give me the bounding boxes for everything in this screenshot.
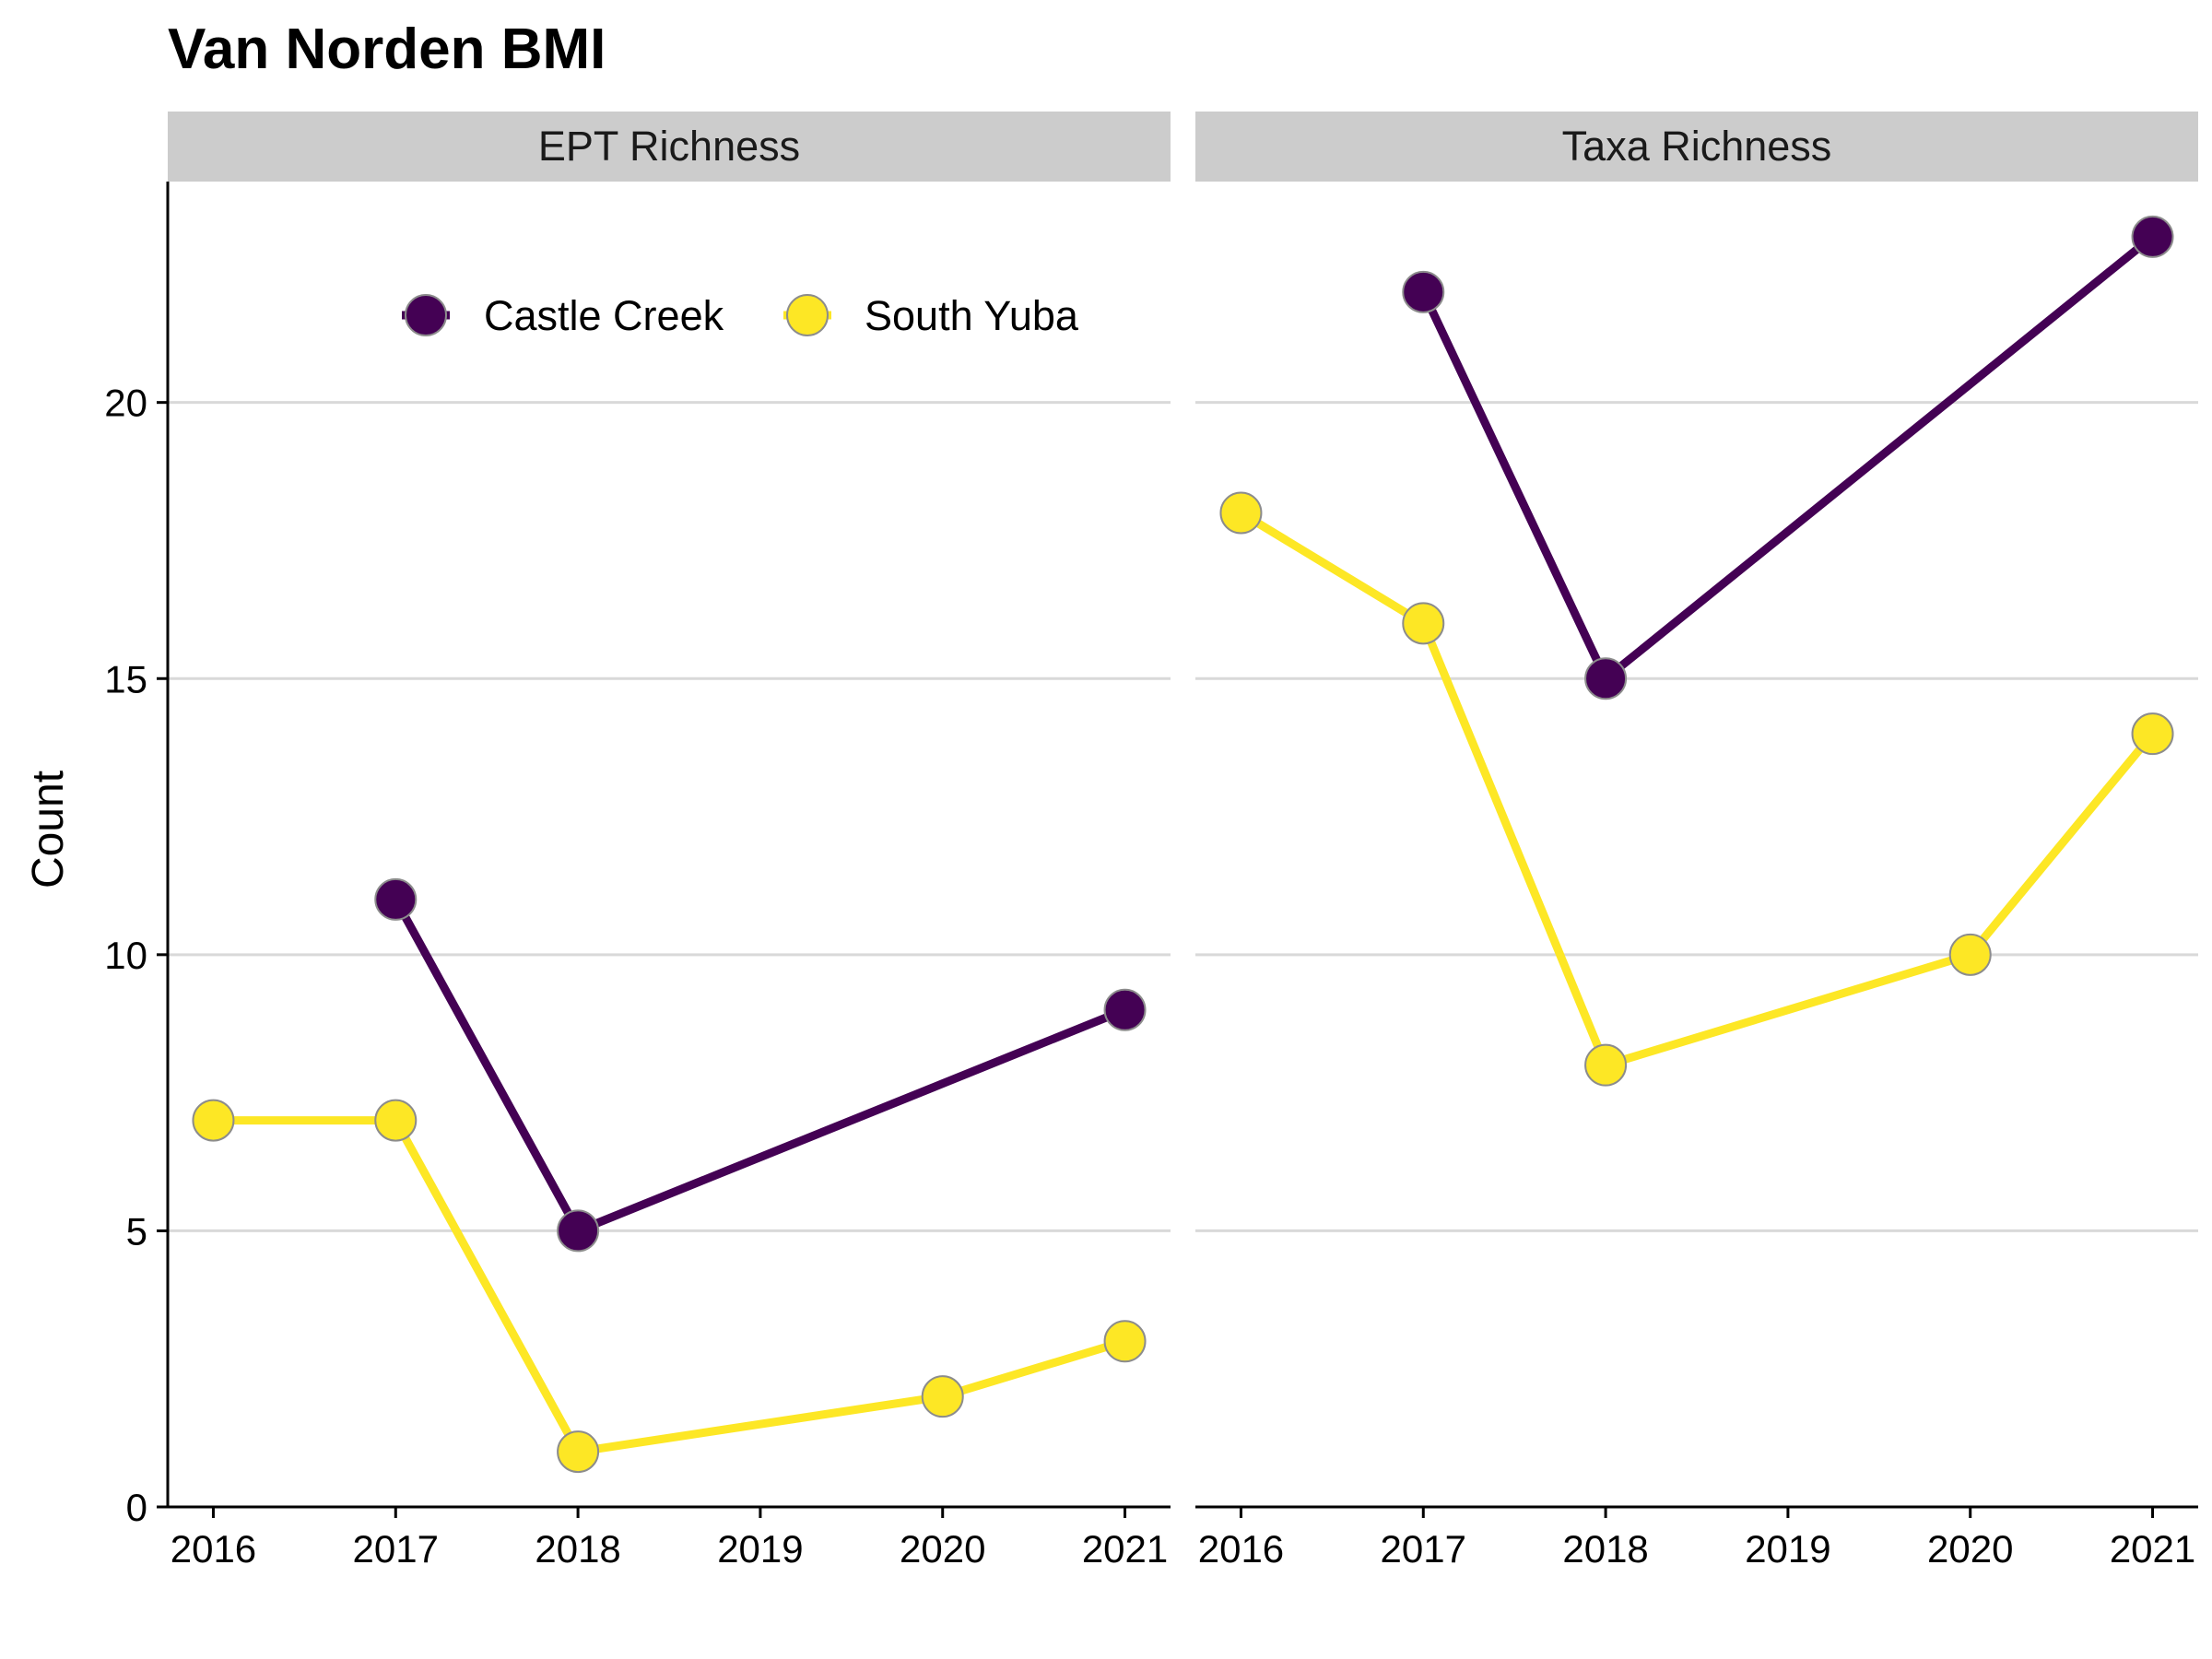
data-point-castle-creek	[374, 877, 418, 921]
facet-label-0: EPT Richness	[538, 123, 800, 170]
x-tick-label: 2020	[1927, 1527, 2013, 1571]
data-point-south-yuba	[374, 1099, 418, 1142]
x-tick-label: 2020	[900, 1527, 985, 1571]
x-tick-label: 2017	[353, 1527, 439, 1571]
data-point-south-yuba	[1402, 602, 1445, 645]
facet-strip-0	[168, 112, 1171, 182]
data-point-castle-creek	[1103, 988, 1147, 1031]
series-line-castle-creek	[391, 895, 1129, 1235]
x-tick-label: 2016	[171, 1527, 256, 1571]
chart-title: Van Norden BMI	[168, 18, 606, 81]
series-line-castle-creek	[1418, 232, 2157, 683]
legend-label: Castle Creek	[484, 292, 724, 339]
data-point-south-yuba	[1948, 933, 1992, 976]
data-point-castle-creek	[1402, 270, 1445, 313]
series-line-south-yuba	[1237, 509, 2157, 1070]
data-point-south-yuba	[921, 1375, 964, 1418]
x-tick-label: 2019	[1745, 1527, 1830, 1571]
data-point-castle-creek	[1584, 657, 1628, 700]
x-tick-label: 2021	[2110, 1527, 2195, 1571]
facet-label-1: Taxa Richness	[1562, 123, 1832, 170]
y-tick-label: 15	[104, 657, 147, 700]
data-point-south-yuba	[1584, 1043, 1628, 1087]
data-point-south-yuba	[1219, 491, 1263, 535]
facet-strip-1	[1195, 112, 2198, 182]
data-point-south-yuba	[557, 1430, 600, 1474]
legend-key-point	[786, 294, 829, 336]
y-tick-label: 0	[126, 1486, 147, 1529]
x-tick-label: 2018	[535, 1527, 620, 1571]
legend: Castle Creek South Yuba	[402, 292, 1079, 339]
y-tick-label: 10	[104, 934, 147, 977]
x-tick-label: 2018	[1562, 1527, 1648, 1571]
chart-panels: EPT Richness 2016 2017 2018 2019 2020 2021 0 5 10…	[104, 112, 2198, 1571]
panel-0: EPT Richness 2016 2017 2018 2019 2020 2021 0 5 10…	[104, 112, 1171, 1571]
y-axis-title: Count	[24, 771, 73, 888]
data-point-castle-creek	[2131, 215, 2174, 258]
x-tick-label: 2019	[717, 1527, 803, 1571]
legend-label: South Yuba	[865, 292, 1079, 339]
panel-1: Taxa Richness 2016 2017 2018 2019 2020 2021	[1195, 112, 2198, 1571]
y-tick-label: 5	[126, 1209, 147, 1253]
x-tick-label: 2021	[1082, 1527, 1168, 1571]
series-line-south-yuba	[209, 1116, 1129, 1456]
x-tick-label: 2017	[1381, 1527, 1466, 1571]
data-point-south-yuba	[1103, 1320, 1147, 1363]
x-tick-label: 2016	[1198, 1527, 1284, 1571]
data-point-south-yuba	[2131, 712, 2174, 756]
data-point-south-yuba	[192, 1099, 235, 1142]
y-tick-label: 20	[104, 382, 147, 425]
data-point-castle-creek	[557, 1209, 600, 1253]
legend-key-point	[405, 294, 447, 336]
